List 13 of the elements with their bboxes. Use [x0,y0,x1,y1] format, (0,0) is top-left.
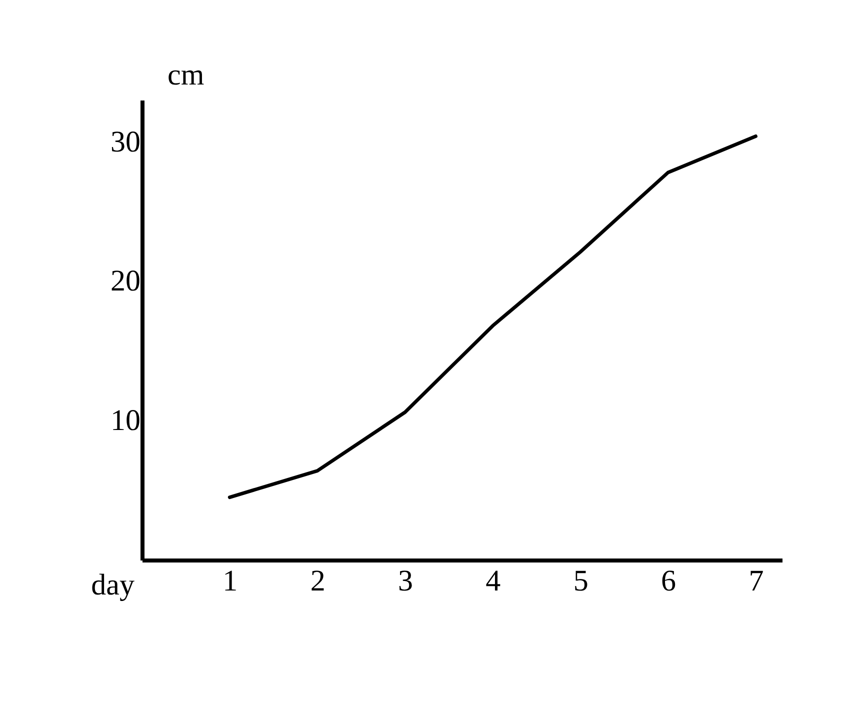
y-tick-label: 10 [110,404,140,438]
x-tick-label: 7 [748,564,764,598]
x-tick-label: 2 [310,564,326,598]
y-axis-title: cm [168,58,204,92]
x-tick-label: 6 [661,564,676,598]
x-tick-label: 5 [573,564,588,598]
line-series [228,134,758,500]
x-axis-title: day [91,568,134,602]
y-tick-label: 30 [110,125,140,158]
y-tick-label: 20 [110,264,140,298]
x-tick-label: 1 [222,564,238,598]
x-tick-label: 4 [486,564,501,598]
x-tick-label: 3 [398,564,414,598]
